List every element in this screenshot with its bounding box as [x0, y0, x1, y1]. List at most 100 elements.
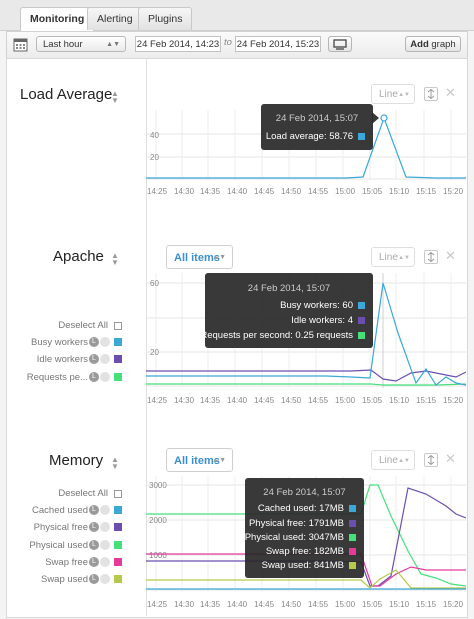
- from-date-input[interactable]: 24 Feb 2014, 14:23: [135, 36, 221, 52]
- toggle-icon[interactable]: [100, 540, 110, 550]
- tab-plugins[interactable]: Plugins: [138, 7, 193, 30]
- tooltip-row: Swap used: 841MB: [261, 560, 344, 571]
- memory-legend-item[interactable]: Physical free L: [6, 522, 124, 534]
- apache-chart-type-value: Line: [379, 252, 398, 263]
- log-scale-icon[interactable]: L: [89, 557, 99, 567]
- memory-fullscreen-icon[interactable]: [424, 453, 438, 467]
- x-tick: 14:30: [174, 600, 195, 609]
- log-scale-icon[interactable]: L: [89, 337, 99, 347]
- apache-fullscreen-icon[interactable]: [424, 250, 438, 264]
- apache-deselect-all[interactable]: Deselect All: [6, 320, 124, 332]
- log-scale-icon[interactable]: L: [89, 354, 99, 364]
- apache-close-icon[interactable]: ✕: [445, 248, 456, 263]
- legend-swatch: [114, 541, 122, 549]
- memory-close-icon[interactable]: ✕: [445, 451, 456, 466]
- load-hover-point: [380, 114, 388, 122]
- x-tick: 15:00: [335, 396, 356, 405]
- tab-monitoring[interactable]: Monitoring: [20, 7, 95, 31]
- tooltip-row: Idle workers: 4: [291, 315, 353, 326]
- apache-legend-item[interactable]: Idle workers L: [6, 354, 124, 366]
- toggle-icon[interactable]: [100, 337, 110, 347]
- x-tick: 14:45: [254, 600, 275, 609]
- apache-items-select[interactable]: All items ▲▼: [166, 245, 233, 269]
- load-reorder-icon[interactable]: ▲ ▼: [111, 89, 119, 105]
- tooltip-swatch: [349, 520, 356, 527]
- x-tick: 15:05: [362, 396, 383, 405]
- load-chart-type-select[interactable]: Line ▲▼: [371, 84, 415, 104]
- toggle-icon[interactable]: [100, 354, 110, 364]
- memory-legend-item[interactable]: Cached used L: [6, 505, 124, 517]
- memory-legend-item[interactable]: Swap free L: [6, 557, 124, 569]
- memory-chart-type-value: Line: [379, 455, 398, 466]
- requests-per-second-line: [146, 383, 466, 386]
- memory-legend-item[interactable]: Physical used L: [6, 540, 124, 552]
- memory-legend-item[interactable]: Swap used L: [6, 574, 124, 586]
- apache-chart-type-select[interactable]: Line ▲▼: [371, 247, 415, 267]
- tab-bar: Monitoring Alerting Plugins: [0, 0, 474, 31]
- tooltip-row: Load average: 58.76: [265, 131, 353, 142]
- tooltip-swatch: [358, 302, 365, 309]
- to-label: to: [224, 37, 232, 48]
- memory-deselect-all[interactable]: Deselect All: [6, 488, 124, 500]
- toggle-icon[interactable]: [100, 574, 110, 584]
- add-graph-button[interactable]: Add graph: [405, 36, 461, 52]
- toggle-icon[interactable]: [100, 505, 110, 515]
- memory-chart-type-select[interactable]: Line ▲▼: [371, 450, 415, 470]
- tooltip-row: Physical free: 1791MB: [248, 518, 344, 529]
- apache-legend-item[interactable]: Busy workers L: [6, 337, 124, 349]
- log-scale-icon[interactable]: L: [89, 505, 99, 515]
- memory-reorder-icon[interactable]: ▲ ▼: [111, 455, 119, 471]
- time-range-select[interactable]: Last hour ▲▼: [36, 36, 126, 52]
- x-tick: 14:55: [308, 396, 329, 405]
- tooltip-row: Physical used: 3047MB: [244, 532, 344, 543]
- tooltip-swatch: [349, 562, 356, 569]
- deselect-checkbox-icon[interactable]: [114, 322, 122, 330]
- x-tick: 14:55: [308, 187, 329, 196]
- log-scale-icon[interactable]: L: [89, 372, 99, 382]
- rotate-icon: [333, 39, 347, 50]
- memory-tooltip: 24 Feb 2014, 15:07 Cached used: 17MB Phy…: [245, 478, 364, 578]
- apache-reorder-icon[interactable]: ▲ ▼: [111, 251, 119, 267]
- tooltip-row: Requests per second: 0.25 requests: [200, 330, 353, 341]
- x-tick: 14:40: [227, 187, 248, 196]
- tooltip-swatch: [349, 548, 356, 555]
- select-arrows-icon: ▲▼: [398, 458, 410, 464]
- toggle-icon[interactable]: [100, 372, 110, 382]
- load-y-tick-20: 20: [150, 153, 159, 162]
- memory-y-tick-1000: 1000: [149, 551, 167, 560]
- apache-y-tick-60: 60: [150, 279, 159, 288]
- x-tick: 15:20: [443, 396, 464, 405]
- memory-y-tick-3000: 3000: [149, 481, 167, 490]
- legend-swatch: [114, 558, 122, 566]
- legend-swatch: [114, 355, 122, 363]
- log-scale-icon[interactable]: L: [89, 522, 99, 532]
- log-scale-icon[interactable]: L: [89, 574, 99, 584]
- to-date-input[interactable]: 24 Feb 2014, 15:23: [235, 36, 321, 52]
- add-graph-rest: graph: [431, 39, 456, 50]
- load-fullscreen-icon[interactable]: [424, 87, 438, 101]
- tooltip-row: Cached used: 17MB: [257, 503, 344, 514]
- toggle-icon[interactable]: [100, 522, 110, 532]
- log-scale-icon[interactable]: L: [89, 540, 99, 550]
- deselect-checkbox-icon[interactable]: [114, 490, 122, 498]
- memory-y-tick-2000: 2000: [149, 516, 167, 525]
- memory-title: Memory: [49, 452, 104, 469]
- memory-items-select[interactable]: All items ▲▼: [166, 448, 233, 472]
- load-close-icon[interactable]: ✕: [445, 85, 456, 100]
- x-tick: 15:15: [416, 396, 437, 405]
- apache-legend-item[interactable]: Requests pe... L: [6, 372, 124, 384]
- tooltip-swatch: [358, 332, 365, 339]
- swap-used-line: [146, 569, 466, 589]
- tab-alerting[interactable]: Alerting: [87, 7, 143, 30]
- load-average-chart: 40 20 14:25 14:30 14:35 14:40 14:45 14:5…: [146, 110, 466, 196]
- calendar-icon[interactable]: [13, 36, 28, 52]
- x-tick: 15:00: [335, 600, 356, 609]
- busy-workers-line: [146, 282, 466, 386]
- tooltip-time: 24 Feb 2014, 15:07: [275, 113, 359, 124]
- legend-swatch: [114, 338, 122, 346]
- toggle-icon[interactable]: [100, 557, 110, 567]
- tooltip-row: Busy workers: 60: [280, 300, 353, 311]
- load-average-title: Load Average: [20, 86, 113, 103]
- rotate-button[interactable]: [328, 36, 352, 52]
- apache-y-tick-20: 20: [150, 348, 159, 357]
